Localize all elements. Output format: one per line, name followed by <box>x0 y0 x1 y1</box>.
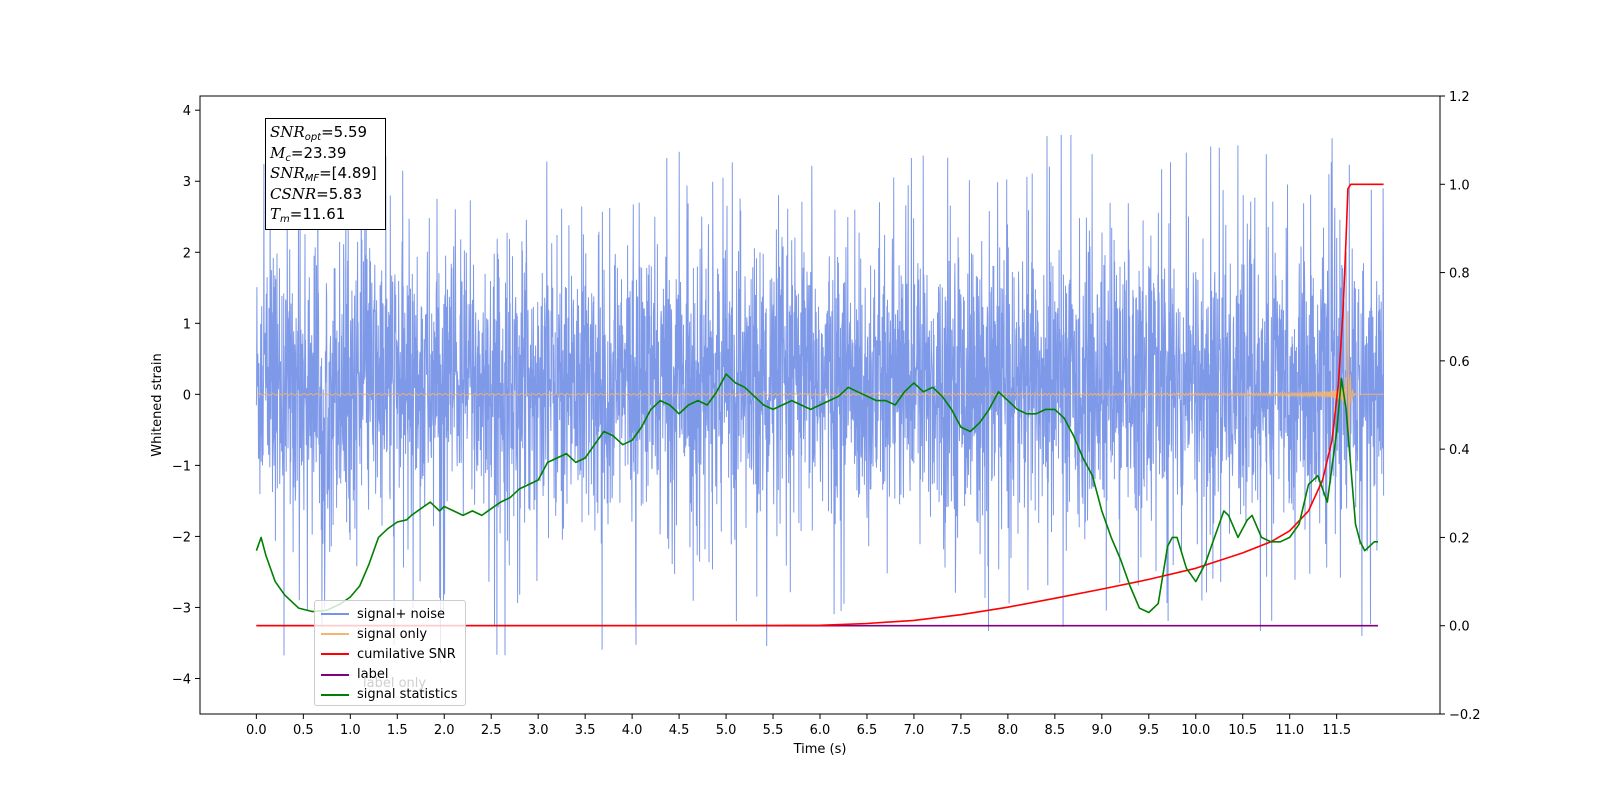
y-tick-label: 0 <box>183 388 191 403</box>
y2-tick-label: 1.2 <box>1449 90 1470 105</box>
x-tick-label: 9.0 <box>1091 723 1112 738</box>
y-tick-label: −3 <box>172 601 191 616</box>
series-signal-noise-line <box>255 134 1385 663</box>
y-axis-right: −0.2 0.0 0.2 0.4 0.6 0.8 1.0 1.2 <box>1440 90 1481 723</box>
x-tick-label: 7.5 <box>951 723 972 738</box>
y-tick-label: −1 <box>172 459 191 474</box>
y2-tick-label: 0.8 <box>1449 267 1470 282</box>
x-tick-label: 0.0 <box>246 723 267 738</box>
mc-value: 23.39 <box>303 143 347 162</box>
x-tick-label: 11.5 <box>1322 723 1351 738</box>
legend-swatch-signal-statistics <box>321 693 349 696</box>
x-tick-label: 6.5 <box>857 723 878 738</box>
legend-item-label: label label only <box>321 665 459 691</box>
tm-value: 11.61 <box>302 205 346 223</box>
y2-tick-label: 0.4 <box>1449 443 1470 458</box>
tm-row: Tm=11.61 <box>270 205 346 225</box>
legend-swatch-signal-noise <box>321 613 349 616</box>
x-tick-label: 7.0 <box>904 723 925 738</box>
y-axis-left: −4 −3 −2 −1 0 1 2 3 4 <box>172 104 200 687</box>
series-cumulative-snr-line <box>256 183 1384 627</box>
x-tick-label: 8.5 <box>1045 723 1066 738</box>
legend-label-cumulative-snr: cumilative SNR <box>357 646 456 662</box>
y-axis-title: Whitened strain <box>150 353 165 456</box>
x-axis: 0.0 0.5 1.0 1.5 2.0 2.5 3.0 3.5 4.0 4.5 5.0 5.5 6.0 6… <box>246 714 1351 738</box>
x-tick-label: 1.0 <box>340 723 361 738</box>
x-tick-label: 9.5 <box>1138 723 1159 738</box>
csnr-row: CSNR=5.83 <box>270 184 363 203</box>
y2-tick-label: 0.6 <box>1449 355 1470 370</box>
x-tick-label: 11.0 <box>1275 723 1304 738</box>
x-tick-label: 3.5 <box>575 723 596 738</box>
x-tick-label: 2.5 <box>481 723 502 738</box>
x-tick-label: 1.5 <box>387 723 408 738</box>
legend-swatch-cumulative-snr <box>321 653 349 656</box>
y-tick-label: 3 <box>183 175 191 190</box>
x-tick-label: 10.0 <box>1181 723 1210 738</box>
x-tick-label: 0.5 <box>293 723 314 738</box>
x-tick-label: 8.0 <box>998 723 1019 738</box>
csnr-value: 5.83 <box>328 184 363 203</box>
y-tick-label: −2 <box>172 530 191 545</box>
legend-swatch-label <box>321 673 349 676</box>
legend-label-signal-noise: signal+ noise <box>357 606 446 622</box>
y-tick-label: 2 <box>183 246 191 261</box>
series-signal-only-line <box>256 310 1384 436</box>
legend-item-signal-statistics: signal statistics <box>321 685 459 705</box>
y-tick-label: 4 <box>183 104 191 119</box>
legend-label-label: label <box>357 667 389 683</box>
series-signal-statistics-line <box>255 373 1378 614</box>
x-tick-label: 6.0 <box>810 723 831 738</box>
x-tick-label: 5.5 <box>763 723 784 738</box>
x-tick-label: 2.0 <box>434 723 455 738</box>
x-tick-label: 4.5 <box>669 723 690 738</box>
snr-opt-row: SNRopt=5.59 <box>270 123 368 143</box>
legend-item-cumulative-snr: cumilative SNR <box>321 644 459 664</box>
legend-item-signal-only: signal only <box>321 624 459 644</box>
x-tick-label: 10.5 <box>1228 723 1257 738</box>
y-tick-label: 1 <box>183 317 191 332</box>
legend-swatch-signal-only <box>321 633 349 636</box>
y2-tick-label: −0.2 <box>1449 708 1481 723</box>
snr-mf-row: SNRMF=[4.89] <box>270 164 377 184</box>
y-tick-label: −4 <box>172 672 191 687</box>
x-tick-label: 3.0 <box>528 723 549 738</box>
snr-opt-value: 5.59 <box>333 123 368 141</box>
x-tick-label: 4.0 <box>622 723 643 738</box>
y2-tick-label: 0.0 <box>1449 620 1470 635</box>
legend-item-signal-noise: signal+ noise <box>321 604 459 624</box>
x-axis-title: Time (s) <box>793 742 847 757</box>
mc-row: Mc=23.39 <box>270 143 347 164</box>
y2-tick-label: 0.2 <box>1449 531 1470 546</box>
legend-label-label-only: label only <box>363 675 427 691</box>
x-tick-label: 5.0 <box>716 723 737 738</box>
metrics-annotation-box: SNRopt=5.59 Mc=23.39 SNRMF=[4.89] CSNR=5… <box>265 118 386 230</box>
snr-mf-value: [4.89] <box>331 164 377 182</box>
legend-label-signal-only: signal only <box>357 626 428 642</box>
legend: signal+ noise signal only cumilative SNR… <box>314 600 466 706</box>
legend-label-signal-statistics: signal statistics <box>357 687 458 703</box>
y2-tick-label: 1.0 <box>1449 178 1470 193</box>
